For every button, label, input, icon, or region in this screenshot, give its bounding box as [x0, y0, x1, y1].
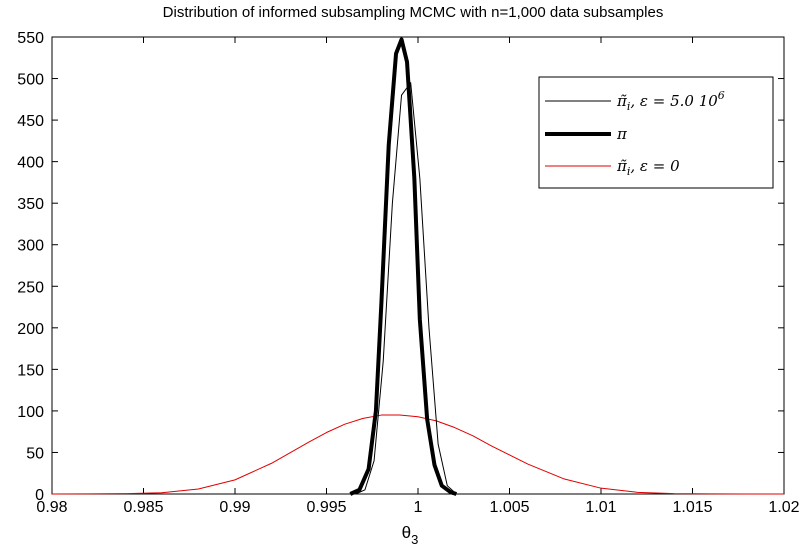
- series-line-2: [51, 414, 784, 495]
- x-axis: 0.98 0.985 0.99 0.995 1 1.005 1.01 1.015 1.02: [36, 37, 800, 516]
- x-tick-label: 0.99: [219, 499, 250, 516]
- x-tick-label: 0.985: [123, 499, 163, 516]
- x-tick-label: 0.995: [306, 499, 346, 516]
- x-tick-label: 0.98: [36, 499, 67, 516]
- legend-label: π̃i, ε = 5.0 106: [616, 89, 725, 113]
- y-tick-label: 100: [17, 404, 44, 421]
- chart-title: Distribution of informed subsampling MCM…: [163, 4, 664, 21]
- y-tick-label: 200: [17, 321, 44, 338]
- y-tick-label: 550: [17, 30, 44, 47]
- y-axis: 0 50 100 150 200 250 300 350 400 450 500 550: [17, 30, 784, 504]
- x-tick-label: 1.02: [768, 499, 799, 516]
- series-line-1: [349, 37, 458, 496]
- y-tick-label: 0: [35, 487, 44, 504]
- y-tick-label: 350: [17, 196, 44, 213]
- y-tick-label: 500: [17, 72, 44, 89]
- y-tick-label: 300: [17, 238, 44, 255]
- legend-label: π: [616, 125, 628, 143]
- y-tick-label: 150: [17, 362, 44, 379]
- legend-label: π̃i, ε = 0: [616, 157, 680, 178]
- x-tick-label: 1.005: [489, 499, 529, 516]
- y-tick-label: 50: [26, 445, 44, 462]
- x-axis-label: θ3: [402, 523, 419, 547]
- series-line-0: [355, 82, 457, 495]
- y-tick-label: 250: [17, 279, 44, 296]
- series-layer: [51, 37, 784, 496]
- x-tick-label: 1: [414, 499, 423, 516]
- legend: π̃i, ε = 5.0 106 π π̃i, ε = 0: [538, 76, 774, 189]
- x-tick-label: 1.015: [672, 499, 712, 516]
- y-tick-label: 450: [17, 113, 44, 130]
- y-tick-label: 400: [17, 155, 44, 172]
- x-tick-label: 1.01: [585, 499, 616, 516]
